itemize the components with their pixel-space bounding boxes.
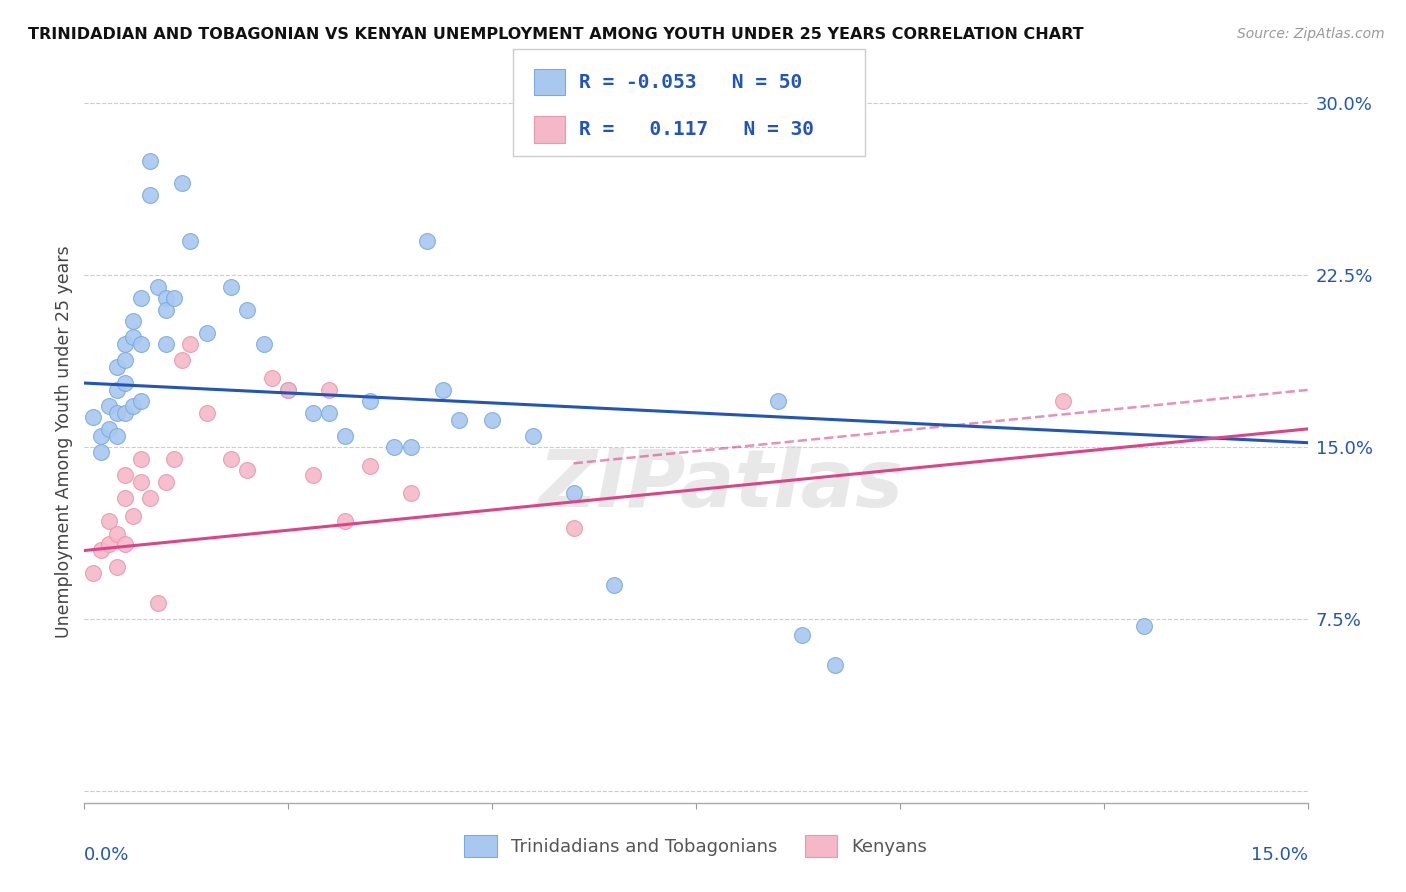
Point <box>114 491 136 505</box>
Point <box>335 429 357 443</box>
Text: R = -0.053   N = 50: R = -0.053 N = 50 <box>579 72 803 92</box>
Point <box>131 394 153 409</box>
Y-axis label: Unemployment Among Youth under 25 years: Unemployment Among Youth under 25 years <box>55 245 73 638</box>
Point <box>122 399 145 413</box>
Point <box>382 440 405 454</box>
Point <box>416 234 439 248</box>
Point <box>335 514 357 528</box>
Text: R =   0.117   N = 30: R = 0.117 N = 30 <box>579 120 814 139</box>
Point <box>481 413 503 427</box>
Point <box>131 337 153 351</box>
Point <box>155 475 177 489</box>
Point <box>105 559 128 574</box>
Point <box>146 596 169 610</box>
Point <box>105 429 128 443</box>
Point <box>122 509 145 524</box>
Point <box>114 536 136 550</box>
Point <box>131 291 153 305</box>
Point <box>122 330 145 344</box>
Text: ZIPatlas: ZIPatlas <box>538 446 903 524</box>
Point <box>97 514 120 528</box>
Point <box>260 371 283 385</box>
Point <box>562 520 585 534</box>
Point <box>603 578 626 592</box>
Text: Source: ZipAtlas.com: Source: ZipAtlas.com <box>1237 27 1385 41</box>
Point <box>105 527 128 541</box>
Point <box>1052 394 1074 409</box>
Point <box>114 406 136 420</box>
Text: 15.0%: 15.0% <box>1250 847 1308 864</box>
Point <box>138 153 160 168</box>
Point <box>163 291 186 305</box>
Point <box>90 429 112 443</box>
Point <box>114 467 136 482</box>
Point <box>172 353 194 368</box>
Point <box>359 394 381 409</box>
Point <box>824 658 846 673</box>
Point <box>163 451 186 466</box>
Point <box>562 486 585 500</box>
Legend: Trinidadians and Tobagonians, Kenyans: Trinidadians and Tobagonians, Kenyans <box>456 826 936 866</box>
Point <box>301 467 323 482</box>
Point <box>253 337 276 351</box>
Point <box>399 486 422 500</box>
Point <box>277 383 299 397</box>
Point <box>155 302 177 317</box>
Point <box>90 445 112 459</box>
Point <box>179 234 201 248</box>
Point <box>318 406 340 420</box>
Point <box>318 383 340 397</box>
Point <box>146 279 169 293</box>
Point <box>155 337 177 351</box>
Point <box>138 491 160 505</box>
Point <box>97 536 120 550</box>
Point <box>219 451 242 466</box>
Point <box>97 422 120 436</box>
Point <box>97 399 120 413</box>
Point <box>277 383 299 397</box>
Point <box>195 406 218 420</box>
Point <box>82 410 104 425</box>
Point <box>301 406 323 420</box>
Point <box>138 188 160 202</box>
Point <box>766 394 789 409</box>
Point <box>114 376 136 390</box>
Point <box>131 475 153 489</box>
Point <box>131 451 153 466</box>
Point <box>432 383 454 397</box>
Point <box>790 628 813 642</box>
Point <box>195 326 218 340</box>
Point <box>236 463 259 477</box>
Point <box>172 177 194 191</box>
Point <box>105 359 128 374</box>
Point <box>449 413 471 427</box>
Point <box>179 337 201 351</box>
Text: 0.0%: 0.0% <box>84 847 129 864</box>
Point <box>522 429 544 443</box>
Point <box>236 302 259 317</box>
Point <box>82 566 104 581</box>
Point <box>90 543 112 558</box>
Point <box>219 279 242 293</box>
Point <box>105 406 128 420</box>
Point <box>1133 619 1156 633</box>
Point <box>105 383 128 397</box>
Point <box>114 337 136 351</box>
Text: TRINIDADIAN AND TOBAGONIAN VS KENYAN UNEMPLOYMENT AMONG YOUTH UNDER 25 YEARS COR: TRINIDADIAN AND TOBAGONIAN VS KENYAN UNE… <box>28 27 1084 42</box>
Point <box>114 353 136 368</box>
Point <box>122 314 145 328</box>
Point <box>359 458 381 473</box>
Point <box>155 291 177 305</box>
Point <box>399 440 422 454</box>
